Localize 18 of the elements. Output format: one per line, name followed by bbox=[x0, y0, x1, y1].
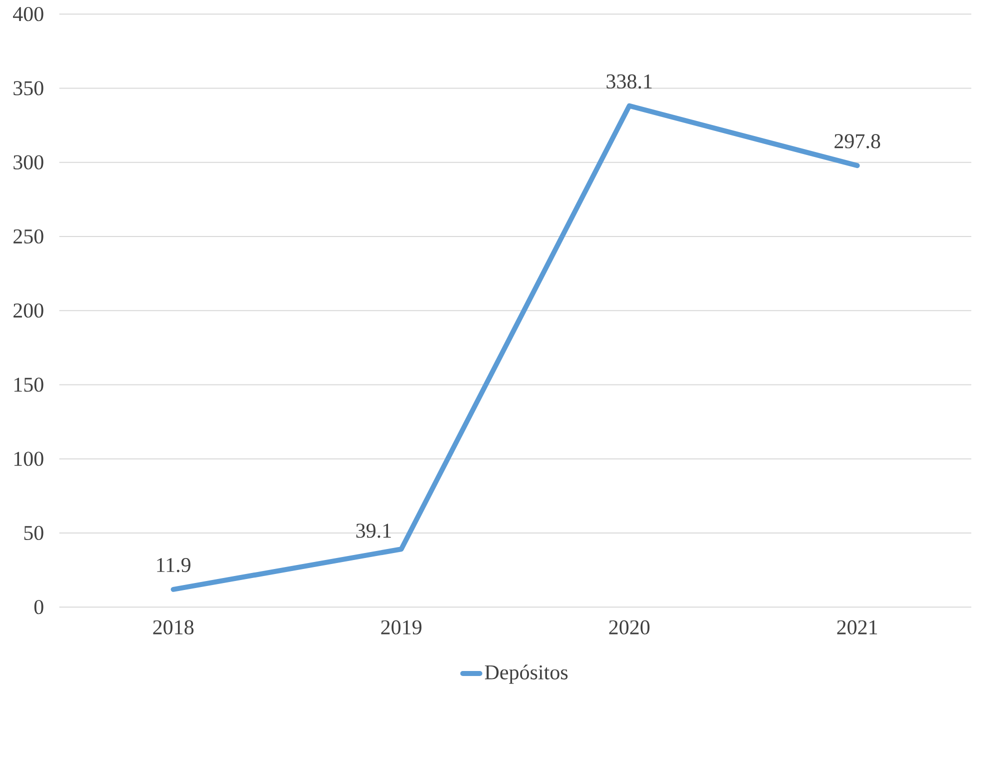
x-tick-label: 2021 bbox=[837, 620, 878, 635]
y-tick-label: 150 bbox=[14, 378, 44, 392]
x-tick-label: 2018 bbox=[153, 620, 194, 635]
y-tick-label: 100 bbox=[14, 452, 44, 466]
data-label: 297.8 bbox=[834, 134, 880, 149]
data-label: 11.9 bbox=[157, 558, 190, 572]
x-tick-label: 2019 bbox=[381, 620, 422, 635]
y-tick-label: 350 bbox=[14, 81, 44, 96]
y-tick-label: 50 bbox=[24, 526, 44, 540]
y-tick-label: 200 bbox=[14, 304, 44, 318]
legend-label: Depósitos bbox=[484, 664, 568, 684]
y-tick-label: 250 bbox=[14, 230, 44, 244]
data-label: 39.1 bbox=[356, 524, 391, 538]
y-tick-label: 300 bbox=[14, 155, 44, 170]
y-tick-label: 400 bbox=[12, 7, 44, 22]
y-tick-label: 0 bbox=[34, 600, 44, 614]
data-label: 338.1 bbox=[606, 74, 652, 89]
x-tick-label: 2020 bbox=[609, 620, 650, 635]
